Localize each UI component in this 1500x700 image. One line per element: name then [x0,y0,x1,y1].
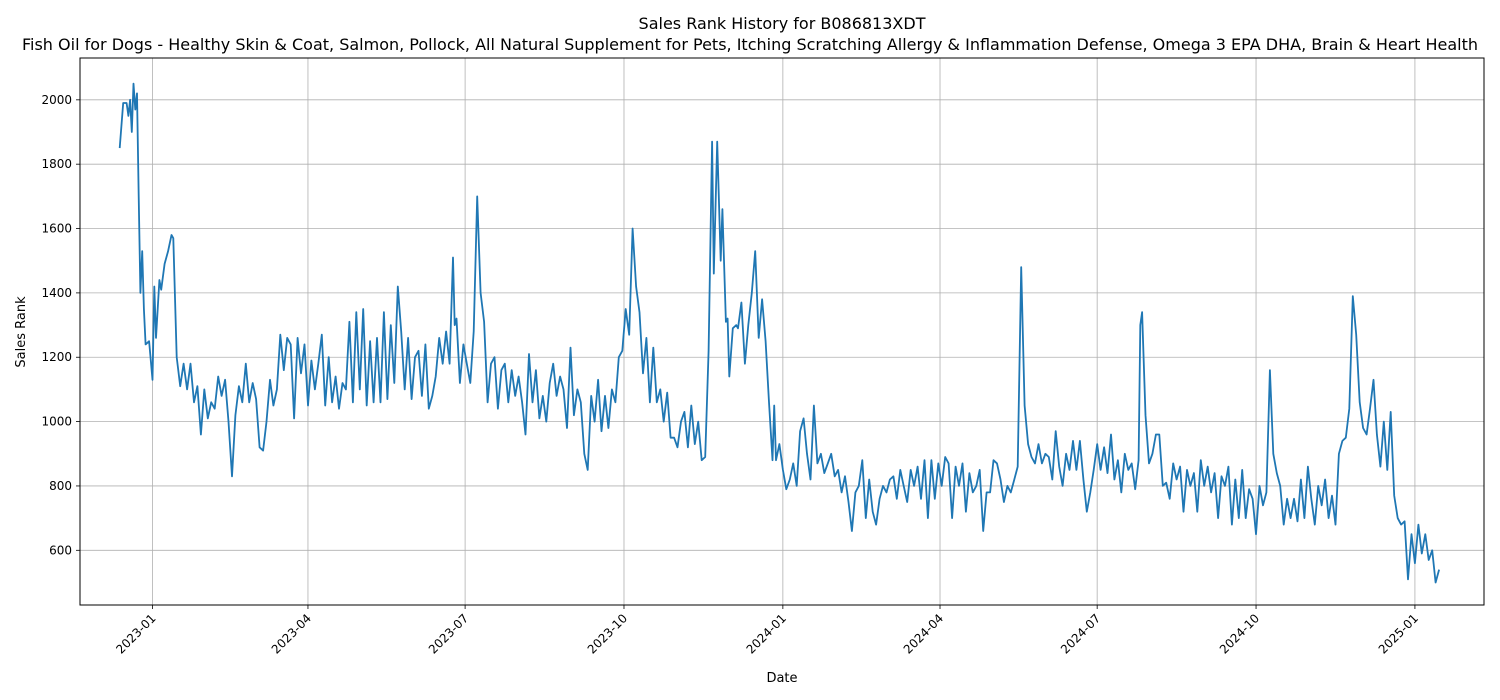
y-tick-label: 1800 [41,157,72,171]
y-tick-label: 1400 [41,286,72,300]
y-tick-label: 1000 [41,415,72,429]
chart-subtitle: Fish Oil for Dogs - Healthy Skin & Coat,… [22,35,1478,54]
grid-lines [80,58,1484,605]
plot-frame [79,57,1485,606]
y-tick-label: 1200 [41,350,72,364]
y-tick-label: 600 [49,543,72,557]
sales-rank-line [118,82,1440,584]
y-axis-ticks: 600 800 1000 1200 1400 1600 1800 2000 [41,93,80,557]
y-tick-label: 1600 [41,222,72,236]
chart-title: Sales Rank History for B086813XDT [639,14,926,33]
y-axis-label: Sales Rank [14,296,29,368]
y-tick-label: 2000 [41,93,72,107]
y-tick-label: 800 [49,479,72,493]
x-axis-label: Date [766,671,797,686]
